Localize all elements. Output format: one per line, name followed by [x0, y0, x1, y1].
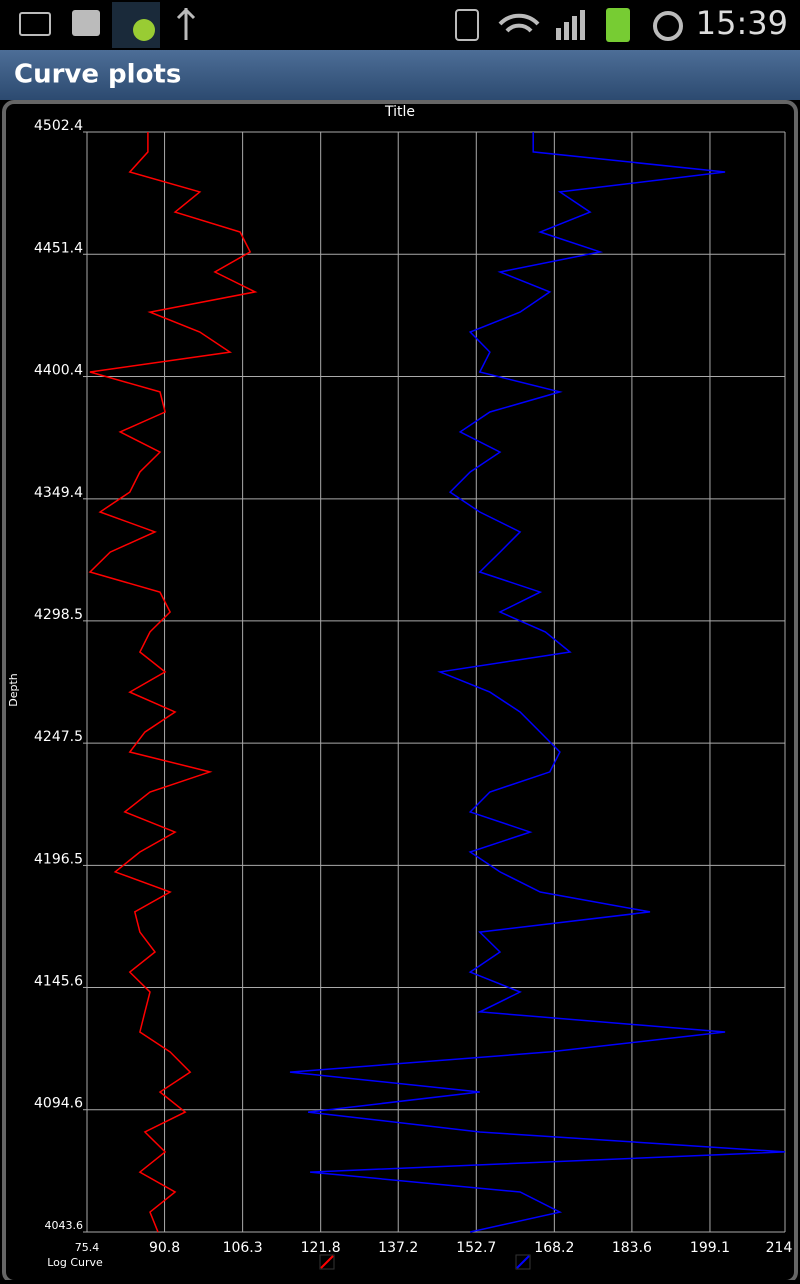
y-tick-label: 4196.5: [34, 851, 83, 867]
legend-line: [320, 1255, 334, 1269]
plot: 4043.6 4094.6 4145.6 4196.5 4247.5 4298.5 4349…: [34, 118, 793, 1270]
y-tick-label: 4349.4: [34, 485, 83, 501]
chart-frame: [2, 100, 798, 1284]
curve: [88, 132, 258, 1233]
x-tick-label: 121.8: [301, 1240, 341, 1256]
x-tick-label: 137.2: [378, 1240, 418, 1256]
status-icons: [19, 2, 683, 48]
y-tick-label: 4094.6: [34, 1096, 83, 1112]
clock: 15:39: [696, 4, 788, 42]
x-tick-label: 90.8: [149, 1240, 180, 1256]
app-bar: [0, 50, 800, 100]
x-tick-label: 183.6: [612, 1240, 652, 1256]
x-tick-label: 214: [766, 1240, 793, 1256]
chart-title: Title: [384, 104, 415, 120]
y-tick-label: 4043.6: [45, 1219, 84, 1232]
x-tick-label: 152.7: [456, 1240, 496, 1256]
y-axis-label: Depth: [7, 673, 20, 707]
y-tick-label: 4451.4: [34, 240, 83, 256]
x-tick-label: 106.3: [223, 1240, 263, 1256]
y-tick-label: 4502.4: [34, 118, 83, 134]
legend-swatch: [515, 1254, 531, 1270]
y-tick-label: 4298.5: [34, 607, 83, 623]
y-tick-label: 4145.6: [34, 973, 83, 989]
legend-line: [516, 1255, 530, 1269]
x-tick-label: 75.4: [75, 1241, 100, 1254]
app-title: Curve plots: [14, 60, 181, 90]
y-tick-label: 4400.4: [34, 363, 83, 379]
curve: [289, 132, 786, 1233]
x-tick-label: 199.1: [690, 1240, 730, 1256]
legend-swatch: [319, 1254, 335, 1270]
x-axis-label: Log Curve: [47, 1256, 103, 1269]
x-tick-label: 168.2: [534, 1240, 574, 1256]
y-tick-label: 4247.5: [34, 729, 83, 745]
